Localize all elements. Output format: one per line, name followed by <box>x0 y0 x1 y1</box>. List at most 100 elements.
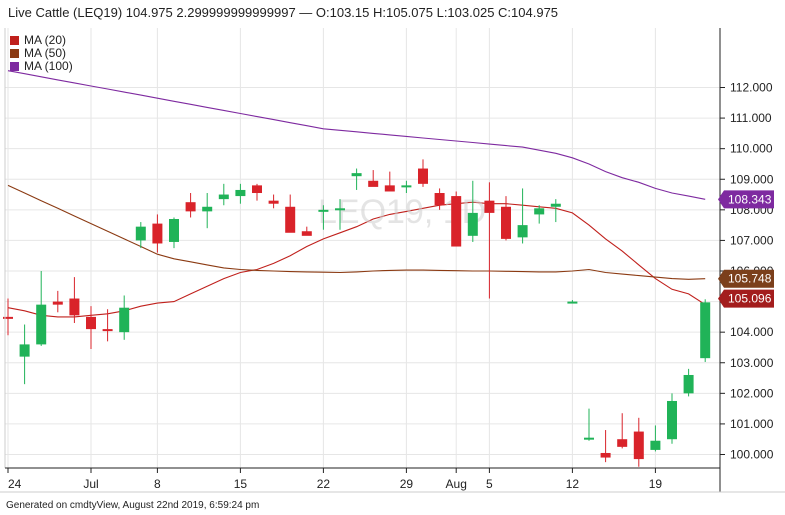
candle <box>119 295 130 340</box>
legend: MA (20)MA (50)MA (100) <box>10 33 73 73</box>
legend-item: MA (50) <box>10 46 66 60</box>
candle <box>169 217 179 249</box>
candle <box>617 413 628 449</box>
candle <box>19 324 30 385</box>
candle <box>52 290 63 313</box>
chart-title: Live Cattle (LEQ19) 104.975 2.2999999999… <box>8 5 558 20</box>
candle-body <box>633 431 644 460</box>
candle-body <box>268 200 279 204</box>
candle-body <box>235 189 246 197</box>
ma-line-50 <box>7 184 706 280</box>
price-label-tag <box>718 289 774 308</box>
candle-body <box>467 212 478 236</box>
candle <box>418 159 428 187</box>
candle <box>86 306 96 349</box>
legend-swatch <box>10 36 19 45</box>
y-tick-label: 112.000 <box>730 81 773 95</box>
candle <box>202 193 213 229</box>
candle <box>517 188 528 244</box>
candle <box>268 194 279 209</box>
candle-body <box>550 203 561 207</box>
candle-body <box>301 231 312 236</box>
x-tick-label: 29 <box>400 477 414 491</box>
candle-body <box>202 206 213 212</box>
candle <box>584 408 594 441</box>
candle-body <box>102 329 113 332</box>
candle-body <box>600 452 611 458</box>
candle-body <box>517 225 528 238</box>
x-tick-label: 5 <box>486 477 493 491</box>
y-tick-label: 104.000 <box>730 325 774 339</box>
price-label: 105.096 <box>718 289 774 308</box>
candle-body <box>86 316 96 330</box>
price-label-text: 105.748 <box>728 272 772 286</box>
x-tick-label: Aug <box>446 477 467 491</box>
candle-body <box>335 208 345 211</box>
ma-line-100 <box>7 70 706 200</box>
legend-swatch <box>10 49 19 58</box>
candle <box>36 271 47 346</box>
candle <box>567 300 578 304</box>
candle-body <box>401 185 412 188</box>
candle-body <box>52 301 63 305</box>
candle <box>401 180 412 194</box>
candle <box>135 222 146 249</box>
legend-swatch <box>10 62 19 71</box>
x-tick-label: Jul <box>83 477 98 491</box>
candle <box>650 425 661 452</box>
legend-label: MA (20) <box>24 33 66 47</box>
candle <box>384 171 395 192</box>
x-tick-label: 24 <box>8 477 22 491</box>
price-labels: 108.343 105.748 105.096 <box>718 190 774 308</box>
price-label-tag <box>718 190 774 209</box>
y-tick-label: 102.000 <box>730 386 774 400</box>
candle <box>3 298 13 336</box>
x-tick-label: 15 <box>234 477 248 491</box>
candle-body <box>484 200 495 213</box>
candle-body <box>135 226 146 241</box>
candle-body <box>152 223 163 244</box>
x-tick-label: 12 <box>566 477 580 491</box>
candle <box>335 199 345 230</box>
candle-body <box>584 437 594 440</box>
x-axis: 24 Jul 8 15 22 29 Aug 5 12 19 <box>7 468 662 491</box>
legend-item: MA (100) <box>10 59 73 73</box>
candle-body <box>534 208 545 215</box>
candle-body <box>351 173 362 177</box>
candle <box>185 193 196 218</box>
candle-body <box>501 206 511 239</box>
footer-text: Generated on cmdtyView, August 22nd 2019… <box>6 500 259 511</box>
candle-body <box>451 196 462 247</box>
x-tick-label: 8 <box>154 477 161 491</box>
candle <box>351 168 362 190</box>
candle <box>633 417 644 467</box>
candle-body <box>36 304 47 345</box>
candle <box>550 199 561 223</box>
candle <box>501 196 511 241</box>
candle <box>600 430 611 463</box>
x-tick-label: 22 <box>317 477 331 491</box>
candle <box>451 191 462 247</box>
candle <box>534 205 545 224</box>
candle-body <box>169 219 179 242</box>
y-tick-label: 110.000 <box>730 142 773 156</box>
candle <box>434 188 445 210</box>
candle-body <box>19 344 30 357</box>
candle-body <box>418 168 428 184</box>
candle-body <box>318 209 329 212</box>
candle <box>301 226 312 236</box>
candle <box>368 170 379 187</box>
candle <box>667 393 677 444</box>
candle-body <box>285 206 296 233</box>
candle-body <box>667 400 677 440</box>
candle <box>235 183 246 204</box>
price-label: 108.343 <box>718 190 774 209</box>
y-tick-label: 111.000 <box>730 111 772 125</box>
candle-body <box>567 301 578 304</box>
candle <box>218 183 229 206</box>
price-label-tag <box>718 269 774 288</box>
candle-body <box>683 374 694 394</box>
candle-body <box>700 302 711 359</box>
